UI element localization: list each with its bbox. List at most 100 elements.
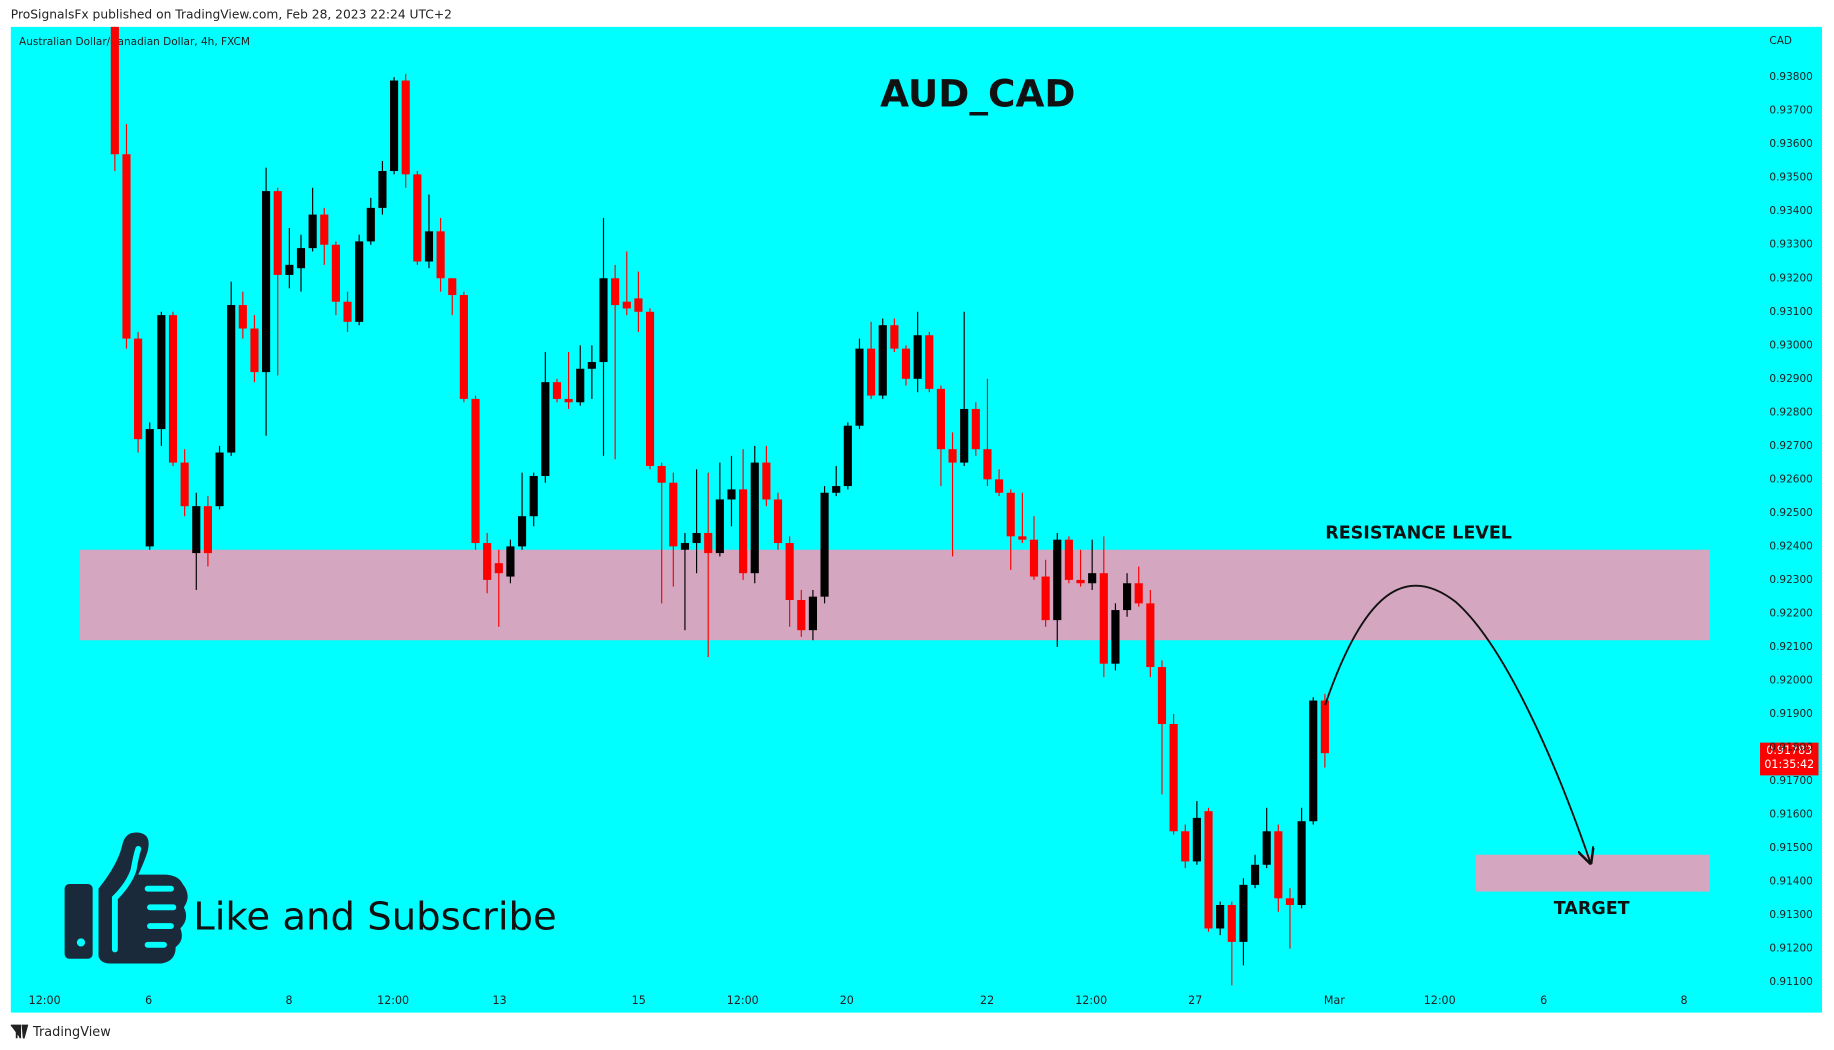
y-tick-label: 0.92200 [1769,607,1813,619]
y-tick-label: 0.92600 [1769,473,1813,485]
y-tick-label: 0.92900 [1769,373,1813,385]
y-tick-label: 0.93500 [1769,172,1813,184]
candle-body [122,154,131,339]
y-tick-label: 0.93400 [1769,205,1813,217]
candle-body [320,214,329,245]
candle-body [192,506,201,554]
candle-body [587,362,596,369]
x-tick-label: 22 [980,994,994,1007]
candles [110,26,1329,986]
candle-body [576,368,585,403]
y-tick-label: 0.93100 [1769,306,1813,318]
candle-body [925,335,934,389]
candle-body [1053,539,1062,621]
candle-body [715,499,724,554]
last-price: 0.91783 [1766,744,1812,757]
candle-body [1006,492,1015,537]
candle-body [1146,603,1155,668]
x-tick-label: 8 [285,994,292,1007]
candle-body [494,563,503,574]
candle-body [645,311,655,466]
candle-body [215,452,224,507]
candle-body [1274,831,1283,899]
candle-body [1099,573,1108,664]
candle-body [262,191,271,373]
candle-body [901,348,911,379]
y-tick-label: 0.93300 [1769,239,1813,251]
candle-body [343,301,352,322]
candle-body [285,264,294,275]
candle-body [448,278,457,296]
y-tick-label: 0.92700 [1769,440,1813,452]
price-tag: 0.91783 01:35:42 [1760,742,1819,776]
candle-body [1076,579,1085,584]
y-tick-label: 0.93700 [1769,105,1813,117]
candle-body [867,348,876,396]
x-tick-label: 12:00 [377,994,409,1007]
x-tick-label: 15 [632,994,646,1007]
candle-body [1041,576,1050,621]
candle-body [1123,583,1132,611]
candle-body [424,231,434,262]
candle-body [203,506,212,554]
candle-body [843,425,852,487]
y-tick-label: 0.92000 [1769,674,1813,686]
candle-body [808,596,818,631]
candle-body [1134,583,1143,604]
candle-body [692,532,701,544]
y-tick-label: 0.93200 [1769,272,1813,284]
candle-body [238,305,247,329]
candle-body [517,516,527,547]
zone-label: RESISTANCE LEVEL [1325,523,1512,543]
candle-body [227,305,236,453]
candle-body [797,600,806,631]
candle-body [832,486,841,493]
candle-body [250,328,259,373]
candle-body [1181,831,1190,862]
projection-arrow [1324,584,1590,863]
candle-body [529,476,538,517]
candle-body [110,26,119,155]
y-tick-label: 0.92800 [1769,406,1813,418]
candle-body [1064,539,1073,580]
candle-body [785,543,794,601]
annotation: Like and Subscribe [193,895,557,940]
candle-body [773,499,783,544]
candle-body [296,248,306,269]
candle-body [390,80,399,172]
candle-body [878,325,887,396]
candle-body [948,449,957,463]
candle-body [1227,904,1236,942]
y-tick-label: 0.93000 [1769,339,1813,351]
y-tick-label: 0.91800 [1769,741,1813,753]
candle-body [378,171,387,208]
candle-body [634,298,643,312]
zones: RESISTANCE LEVEL TARGET [79,523,1710,919]
candle-body [890,325,899,349]
y-tick-label: 0.91900 [1769,708,1813,720]
candle-body [1285,898,1295,905]
y-tick-label: 0.93800 [1769,71,1813,83]
candle-body [611,278,620,306]
zone-label: TARGET [1554,899,1630,919]
candle-body [366,207,375,242]
candle-body [401,80,410,175]
candle-body [1169,724,1178,832]
candle-body [599,278,608,363]
candle-body [483,543,492,580]
candle-body [1029,539,1039,577]
x-tick-label: 12:00 [727,994,759,1007]
y-tick-label: 0.93600 [1769,138,1813,150]
currency-label: CAD [1769,35,1792,47]
candle-body [1320,700,1329,754]
candle-body [355,241,364,322]
price-tag-box [1760,742,1819,776]
footer-logo [10,1024,29,1039]
candle-body [1111,610,1120,664]
y-tick-label: 0.91200 [1769,943,1813,955]
y-tick-label: 0.92400 [1769,540,1813,552]
candle-body [145,429,154,547]
candle-body [1204,811,1213,929]
